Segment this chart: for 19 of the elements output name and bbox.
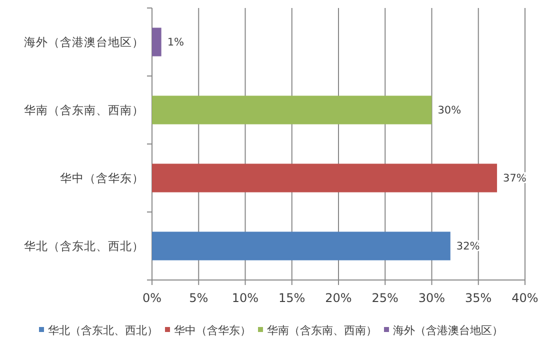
x-tick-label: 35% xyxy=(465,291,492,305)
x-tick-label: 25% xyxy=(372,291,398,305)
y-tick-label: 海外（含港澳台地区） xyxy=(24,35,144,50)
x-tick-label: 20% xyxy=(325,291,352,305)
legend-label: 海外（含港澳台地区） xyxy=(393,324,503,337)
data-label: 1% xyxy=(167,36,184,49)
x-tick-label: 0% xyxy=(142,291,162,305)
y-tick-label: 华中（含华东） xyxy=(60,171,144,186)
legend-label: 华南（含东南、西南） xyxy=(267,324,377,337)
x-tick-label: 10% xyxy=(232,291,259,305)
x-tick-label: 30% xyxy=(418,291,446,305)
data-label: 30% xyxy=(438,104,462,117)
x-tick-label: 5% xyxy=(189,291,208,305)
y-tick-label: 华北（含东北、西北） xyxy=(24,239,144,254)
legend-label: 华北（含东北、西北） xyxy=(48,324,158,337)
x-tick-label: 15% xyxy=(278,291,306,305)
x-tick-label: 40% xyxy=(512,291,538,305)
y-tick-label: 华南（含东南、西南） xyxy=(24,103,144,118)
legend-label: 华中（含华东） xyxy=(174,324,251,337)
